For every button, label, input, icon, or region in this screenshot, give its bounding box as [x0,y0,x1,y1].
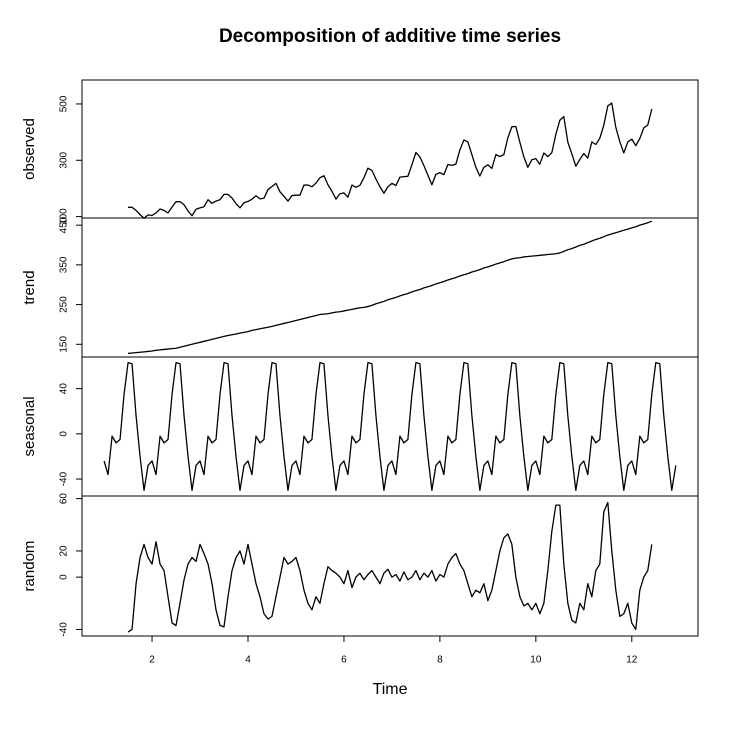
y-tick-label: 100 [59,208,70,225]
y-axis-label: trend [21,270,38,304]
series-line [127,220,653,355]
x-tick-label: 6 [341,655,347,666]
y-tick-label: 20 [59,545,70,557]
x-tick-label: 10 [530,655,542,666]
y-tick-label: 250 [59,296,70,313]
y-tick-label: 450 [59,216,70,233]
chart-title: Decomposition of additive time series [219,26,561,47]
panel-frame [81,217,699,358]
panel-frame [81,79,699,219]
y-tick-label: -40 [59,622,70,637]
x-tick-label: 12 [626,655,638,666]
y-axis-label: seasonal [21,396,38,456]
y-axis-label: random [21,541,38,592]
x-tick-label: 2 [149,655,155,666]
y-tick-label: 500 [59,95,70,112]
series-line [103,362,677,491]
y-tick-label: 300 [59,151,70,168]
y-tick-label: 0 [59,574,70,580]
x-tick-label: 8 [437,655,443,666]
y-tick-label: 40 [59,383,70,395]
x-tick-label: 4 [245,655,251,666]
y-tick-label: 60 [59,493,70,505]
y-tick-label: -40 [59,471,70,486]
series-line [127,501,653,633]
y-tick-label: 350 [59,256,70,273]
y-tick-label: 150 [59,336,70,353]
panel-frame [81,495,699,637]
y-tick-label: 0 [59,431,70,437]
x-axis-label: Time [373,681,408,698]
series-line [128,102,653,219]
y-axis-label: observed [21,118,38,180]
